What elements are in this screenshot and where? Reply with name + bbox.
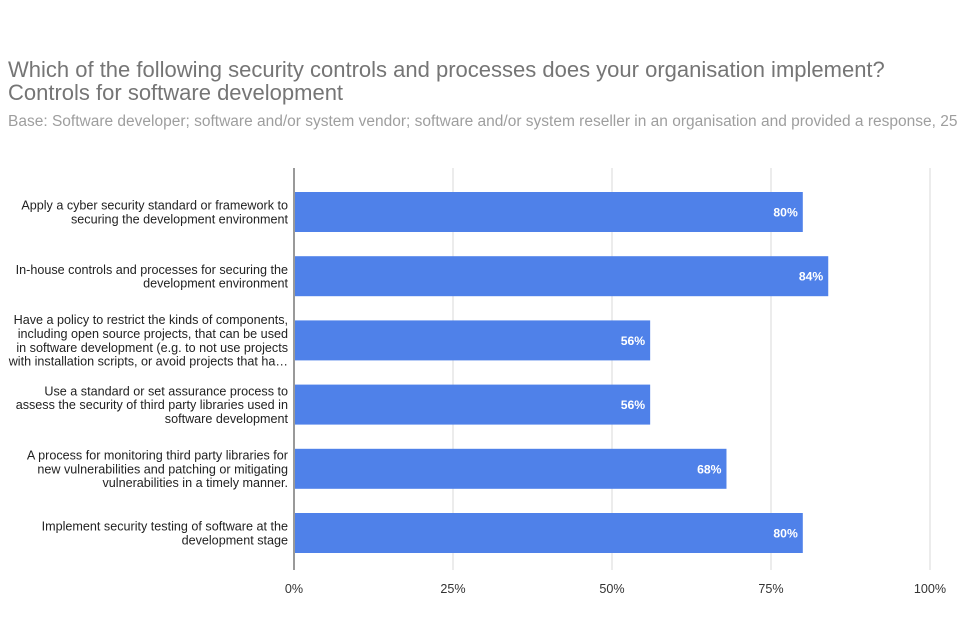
bar: [295, 192, 803, 232]
category-label-line: In-house controls and processes for secu…: [16, 263, 288, 277]
category-label-line: securing the development environment: [71, 212, 289, 226]
data-label: 84%: [799, 270, 824, 284]
data-label: 56%: [621, 398, 646, 412]
chart-subtitle: Base: Software developer; software and/o…: [8, 113, 958, 130]
category-label-line: vulnerabilities in a timely manner.: [103, 476, 289, 490]
data-label: 68%: [697, 462, 722, 476]
chart-title-line-2: Controls for software development: [8, 80, 344, 105]
x-tick-label: 50%: [599, 582, 624, 596]
category-label: Use a standard or set assurance process …: [16, 384, 289, 426]
category-label-line: including open source projects, that can…: [18, 327, 288, 341]
chart-title-line-1: Which of the following security controls…: [8, 57, 885, 82]
x-axis-ticks: 0% 25% 50% 75% 100%: [285, 582, 946, 596]
category-label-line: new vulnerabilities and patching or miti…: [37, 462, 288, 476]
data-label: 80%: [773, 527, 798, 541]
data-label: 56%: [621, 334, 646, 348]
chart-title: Which of the following security controls…: [8, 58, 948, 104]
category-label: Implement security testing of software a…: [42, 520, 288, 548]
category-label-line: software development: [165, 412, 289, 426]
category-label-line: A process for monitoring third party lib…: [27, 449, 288, 463]
x-tick-label: 75%: [758, 582, 783, 596]
gridlines: [293, 168, 931, 570]
category-label-line: Use a standard or set assurance process …: [44, 384, 288, 398]
bar: [295, 256, 829, 297]
category-label-line: development environment: [143, 277, 288, 291]
bar: [295, 448, 727, 489]
x-tick-label: 100%: [914, 582, 946, 596]
bar: [295, 320, 651, 361]
category-labels: Apply a cyber security standard or frame…: [8, 199, 289, 548]
bar: [295, 513, 803, 553]
category-label-line: Have a policy to restrict the kinds of c…: [14, 313, 288, 327]
category-label-line: Apply a cyber security standard or frame…: [21, 199, 288, 213]
x-tick-label: 0%: [285, 582, 303, 596]
category-label: Apply a cyber security standard or frame…: [21, 199, 288, 227]
x-tick-label: 25%: [440, 582, 465, 596]
category-label-line: development stage: [182, 533, 288, 547]
category-label-line: assess the security of third party libra…: [16, 398, 288, 412]
category-label: Have a policy to restrict the kinds of c…: [8, 313, 288, 368]
category-label-line: in software development (e.g. to not use…: [16, 341, 288, 355]
category-label: A process for monitoring third party lib…: [27, 449, 288, 491]
category-label-line: Implement security testing of software a…: [42, 520, 288, 534]
bar: [295, 384, 651, 425]
category-label-line: with installation scripts, or avoid proj…: [8, 355, 288, 369]
bars: 80% 84% 56% 56% 68% 80%: [295, 192, 829, 553]
category-label: In-house controls and processes for secu…: [16, 263, 289, 291]
data-label: 80%: [773, 206, 798, 220]
